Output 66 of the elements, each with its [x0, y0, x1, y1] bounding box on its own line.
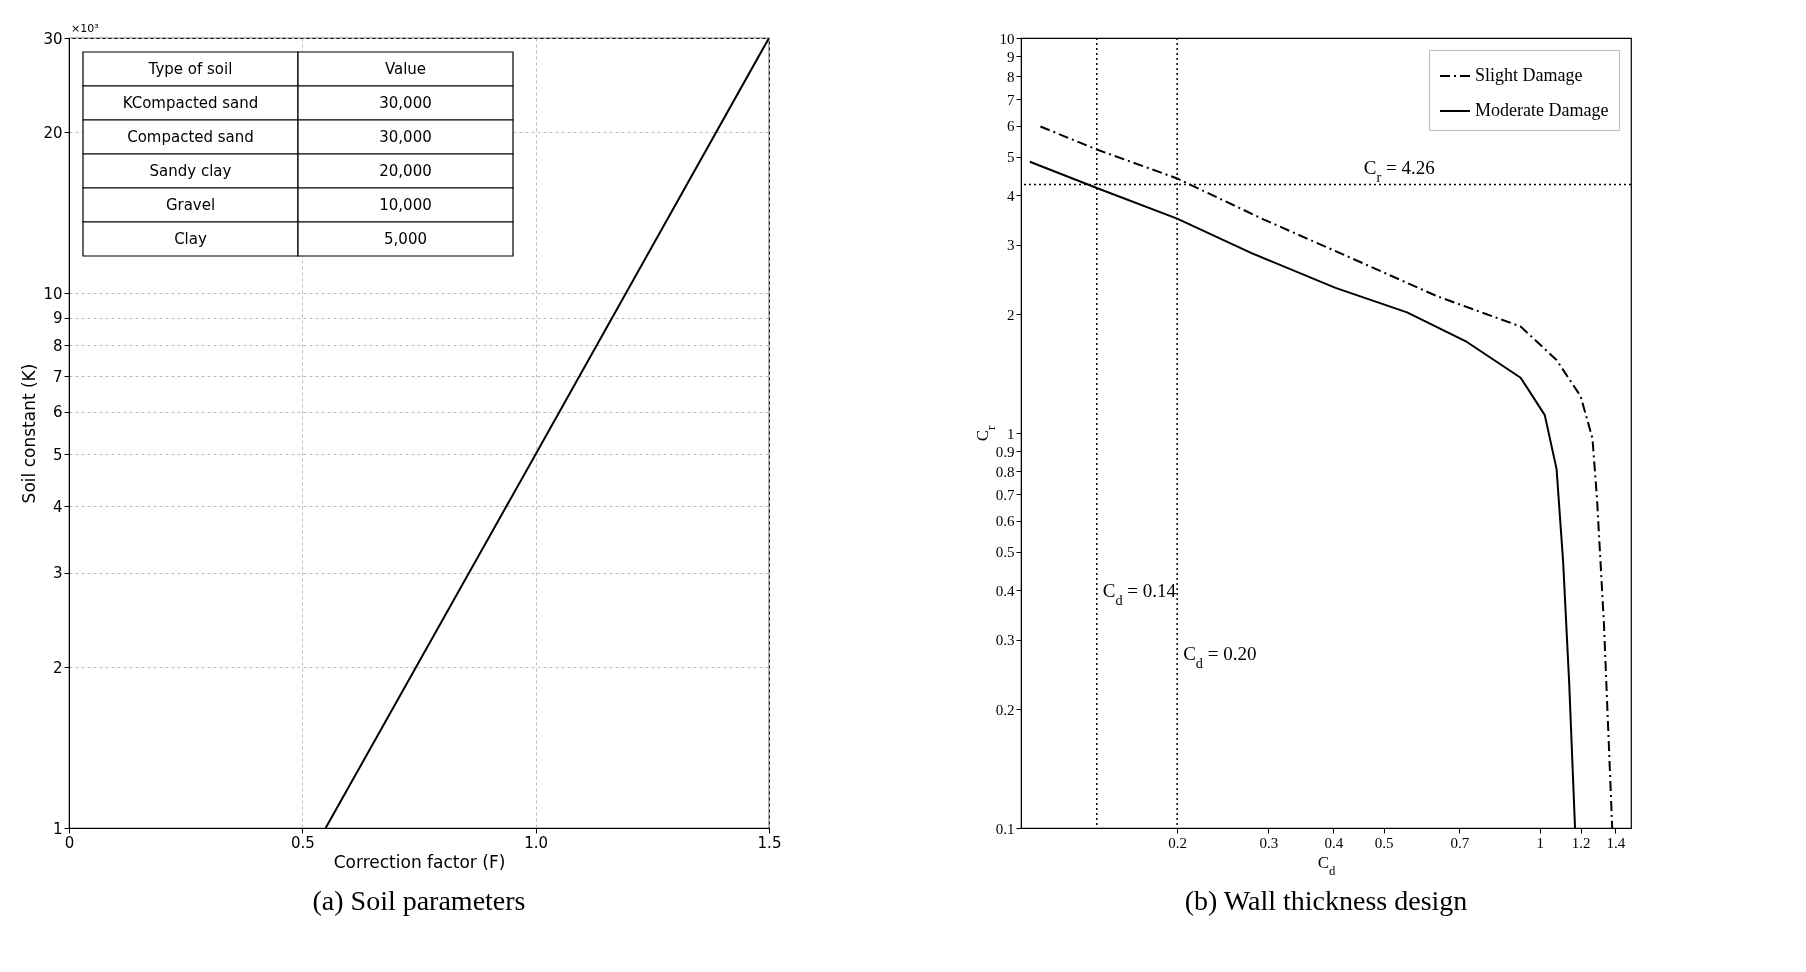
y-tick-label: 9	[52, 309, 63, 328]
annotation: 30,000	[379, 94, 432, 112]
x-tick-label: 1.2	[1571, 834, 1591, 851]
y-tick-label: 20	[43, 123, 63, 142]
y-tick-label: 0.8	[995, 463, 1015, 480]
y-tick-label: 4	[1007, 187, 1015, 204]
text: (b) Wall thickness design	[1184, 885, 1468, 916]
annotation: Compacted sand	[127, 128, 254, 146]
annotation: 10,000	[379, 196, 432, 214]
y-tick-label: 6	[1007, 118, 1015, 135]
x-tick-label: 0.5	[290, 833, 315, 852]
x-tick-label: 1.5	[757, 833, 782, 852]
annotation: 20,000	[379, 162, 432, 180]
y-tick-label: 8	[52, 336, 63, 355]
y-tick-label: 8	[1007, 68, 1015, 85]
y-tick-label: 30	[43, 29, 63, 48]
ref-line-label: C$_{d}$ = 0.14	[1102, 580, 1177, 608]
y-tick-label: 1	[52, 819, 63, 838]
y-tick-label: 0.5	[995, 544, 1015, 561]
annotation: Sandy clay	[149, 162, 232, 180]
x-axis-title: Correction factor (F)	[333, 851, 506, 872]
y-tick-label: 0.7	[995, 486, 1015, 503]
y-tick-label: 10	[999, 30, 1015, 47]
text: (a) Soil parameters	[312, 885, 526, 916]
x-tick-label: 0.5	[1374, 834, 1394, 851]
y-tick-label: 7	[1007, 91, 1015, 108]
x-tick-label: 0.3	[1259, 834, 1279, 851]
x-tick-label: 0.7	[1450, 834, 1470, 851]
y-tick-label: 0.4	[995, 582, 1015, 599]
y-tick-label: 2	[52, 658, 63, 677]
x-tick-label: 0.4	[1324, 834, 1344, 851]
ref-line-label: C$_{r}$ = 4.26	[1363, 157, 1435, 186]
x-tick-label: 0.2	[1168, 834, 1188, 851]
annotation: 30,000	[379, 128, 432, 146]
y-tick-label: 6	[52, 403, 63, 422]
y-tick-label: 0.2	[995, 701, 1015, 718]
y-tick-label: 0.3	[995, 632, 1015, 649]
y-tick-label: 0.1	[995, 820, 1015, 837]
y-tick-label: 3	[1007, 237, 1015, 254]
annotation: Gravel	[165, 196, 216, 214]
y-tick-label: 10	[43, 284, 63, 303]
annotation: Clay	[174, 230, 207, 248]
x-tick-label: 1.4	[1606, 834, 1626, 851]
annotation: Value	[384, 60, 427, 78]
y-tick-label: 4	[52, 497, 63, 516]
y-tick-label: 9	[1007, 48, 1015, 65]
y-tick-label: 5	[52, 445, 63, 464]
x-tick-label: 0	[64, 833, 75, 852]
y-tick-label: 7	[52, 367, 63, 386]
y-tick-label: 5	[1007, 149, 1015, 166]
y-axis-title: Soil constant (K)	[19, 363, 40, 504]
y-tick-label: 0.9	[995, 443, 1015, 460]
y-tick-label: 0.6	[995, 513, 1015, 530]
y-tick-label: 1	[1007, 425, 1015, 442]
text: ×10³	[71, 22, 99, 35]
x-tick-label: 1.0	[524, 833, 549, 852]
ref-line-label: C$_{d}$ = 0.20	[1183, 643, 1257, 672]
legend-label: Slight Damage	[1475, 65, 1583, 85]
x-axis-title: C$_{d}$	[1317, 852, 1336, 878]
annotation: KCompacted sand	[122, 94, 259, 112]
annotation: 5,000	[384, 230, 427, 248]
annotation: Type of soil	[147, 60, 233, 78]
x-tick-label: 1	[1536, 834, 1544, 851]
y-tick-label: 2	[1007, 306, 1015, 323]
legend-label: Moderate Damage	[1475, 100, 1609, 120]
y-tick-label: 3	[52, 564, 63, 583]
